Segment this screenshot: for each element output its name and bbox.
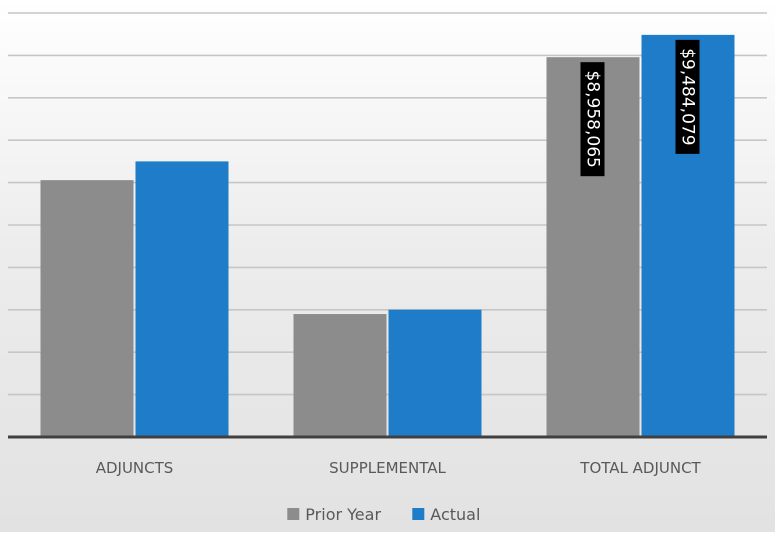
- legend-label-prior-year: Prior Year: [305, 505, 381, 524]
- x-tick-label: TOTAL ADJUNCT: [579, 459, 701, 477]
- x-tick-label: ADJUNCTS: [96, 459, 174, 477]
- x-tick-label: SUPPLEMENTAL: [329, 459, 446, 477]
- gridlines: [8, 12, 767, 396]
- data-label-box: [675, 39, 700, 154]
- bar-prior-year-supplemental: [293, 314, 387, 437]
- bar-prior-year-adjuncts: [40, 180, 134, 437]
- data-labels: $8,958,065 $9,484,079: [580, 39, 700, 177]
- data-label-box: [580, 62, 605, 177]
- bar-actual-supplemental: [388, 309, 482, 437]
- x-tick-labels: ADJUNCTS SUPPLEMENTAL TOTAL ADJUNCT: [96, 459, 702, 477]
- legend-swatch-prior-year: [287, 508, 300, 520]
- legend-swatch-actual: [412, 508, 425, 520]
- data-label: $8,958,065: [583, 71, 603, 168]
- bar-actual-adjuncts: [135, 161, 229, 437]
- data-label: $9,484,079: [678, 48, 698, 145]
- legend: Prior Year Actual: [287, 505, 480, 524]
- bars: [40, 34, 735, 438]
- legend-label-actual: Actual: [430, 505, 480, 524]
